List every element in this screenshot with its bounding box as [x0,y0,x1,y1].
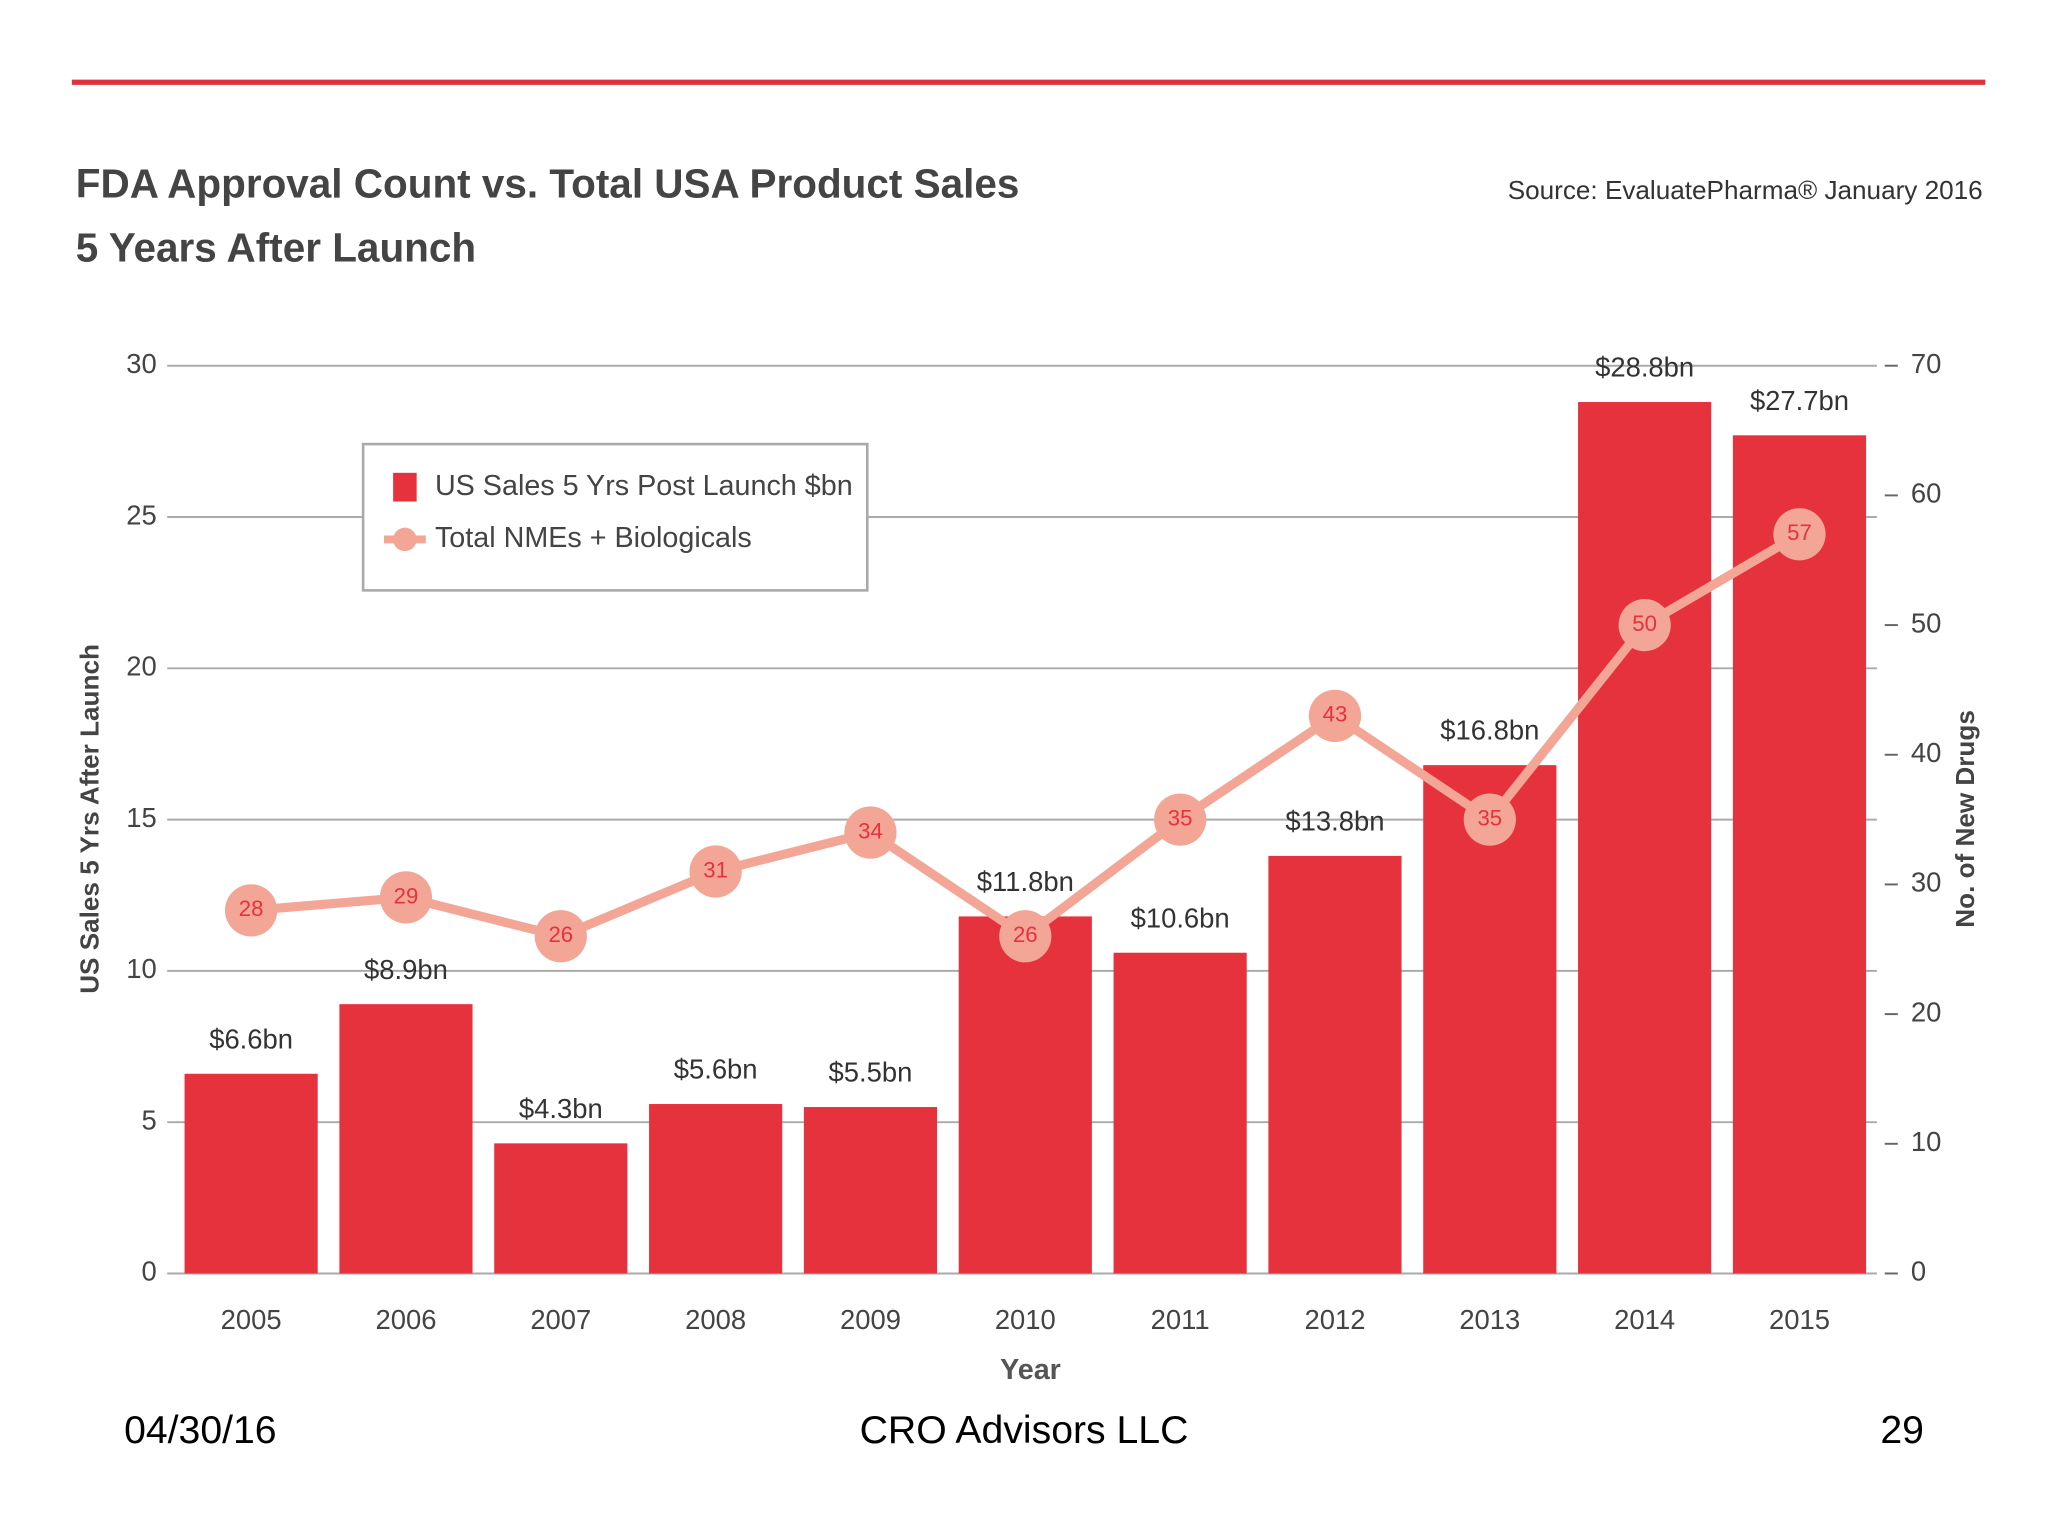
x-tick-label: 2012 [1304,1304,1365,1335]
line-marker [689,845,742,898]
y2-tick-label: 40 [1911,737,1941,768]
x-tick-label: 2014 [1614,1304,1675,1335]
bar [1578,402,1712,1274]
footer-date: 04/30/16 [124,1409,276,1452]
x-tick-label: 2006 [375,1304,436,1335]
y2-tick-label: 50 [1911,607,1941,638]
bar-value-label: $6.6bn [209,1023,293,1054]
y2-tick-label: 70 [1911,348,1941,379]
y2-tick-label: 60 [1911,478,1941,509]
legend-label: Total NMEs + Biologicals [435,522,752,554]
x-tick-label: 2011 [1151,1304,1210,1335]
bar-value-label: $16.8bn [1440,715,1539,746]
bar-value-label: $4.3bn [519,1093,603,1124]
x-tick-label: 2009 [840,1304,901,1335]
y2-tick-label: 10 [1911,1126,1941,1157]
y-tick-label: 20 [126,651,156,682]
line-marker [1463,793,1516,846]
y2-tick-label: 20 [1911,996,1941,1027]
line-marker [1308,689,1362,742]
legend-swatch [393,472,417,502]
legend-label: US Sales 5 Yrs Post Launch $bn [435,470,853,502]
x-tick-label: 2015 [1769,1304,1830,1335]
bar-value-label: $5.5bn [829,1057,913,1088]
line-value-label: 43 [1323,702,1348,727]
line-value-label: 57 [1787,520,1812,545]
line-value-label: 26 [1013,922,1038,947]
line-marker [999,910,1052,963]
line-marker [1154,793,1207,846]
line-marker [534,910,587,963]
bar [803,1107,938,1274]
source: Source: EvaluatePharma® January 2016 [1508,175,1983,205]
line-value-label: 31 [703,857,728,882]
y2-tick-label: 0 [1911,1256,1926,1287]
footer-page: 29 [1880,1409,1924,1452]
chart-title: FDA Approval Count vs. Total USA Product… [76,160,1020,206]
y-tick-label: 0 [141,1256,156,1287]
x-tick-label: 2013 [1459,1304,1520,1335]
bar-value-label: $5.6bn [674,1054,758,1085]
bar [184,1073,318,1274]
chart-subtitle: 5 Years After Launch [76,224,476,270]
y-tick-label: 25 [126,499,156,530]
bar-value-label: $8.9bn [364,954,448,985]
line-value-label: 29 [394,883,419,908]
footer-company: CRO Advisors LLC [860,1409,1189,1452]
x-tick-label: 2010 [995,1304,1056,1335]
bar-value-label: $13.8bn [1285,805,1384,836]
x-tick-label: 2005 [221,1304,282,1335]
y-tick-label: 15 [126,802,156,833]
bar [649,1104,783,1274]
x-axis-title: Year [1000,1354,1061,1386]
line-marker [225,884,278,937]
line-marker [379,871,433,924]
x-tick-label: 2007 [530,1304,591,1335]
bar-value-label: $10.6bn [1131,902,1230,933]
bar-value-label: $28.8bn [1595,352,1694,383]
line-value-label: 26 [548,922,573,947]
line-value-label: 35 [1477,805,1502,830]
bar [494,1143,628,1274]
legend-box [361,442,869,592]
y-axis-title: US Sales 5 Yrs After Launch [74,644,104,994]
line-marker [1773,508,1826,561]
line-value-label: 28 [239,896,264,921]
line-marker [1618,598,1671,652]
bar [1113,952,1247,1274]
y-tick-label: 10 [126,953,156,984]
line-marker [844,806,897,859]
bar [339,1004,473,1274]
bar [958,916,1092,1274]
line-value-label: 50 [1632,611,1657,636]
legend-swatch [393,527,417,552]
bar [1423,765,1557,1274]
y-tick-label: 5 [141,1104,156,1135]
y2-tick-label: 30 [1911,867,1941,898]
y-tick-label: 30 [126,348,156,379]
x-tick-label: 2008 [685,1304,746,1335]
bar-value-label: $11.8bn [977,866,1074,897]
line-value-label: 34 [858,818,883,843]
bar [1732,435,1867,1274]
bar [1268,855,1402,1274]
y2-axis-title: No. of New Drugs [1950,710,1980,928]
line-value-label: 35 [1168,805,1193,830]
bar-value-label: $27.7bn [1750,385,1849,416]
